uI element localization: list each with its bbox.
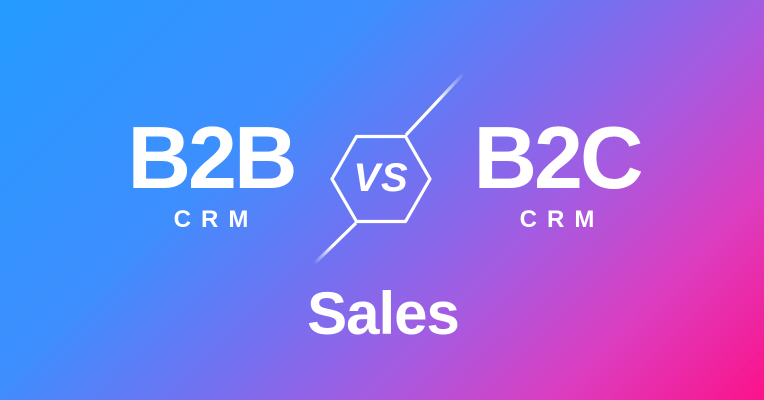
vs-label: VS [353, 156, 409, 200]
sales-title: Sales [307, 280, 460, 347]
b2c-subtitle: CRM [519, 206, 605, 233]
b2c-title: B2C [473, 108, 643, 207]
b2c-group: B2C CRM [407, 114, 707, 232]
b2b-title: B2B [127, 108, 297, 207]
b2b-subtitle: CRM [173, 206, 259, 233]
b2b-group: B2B CRM [61, 114, 361, 232]
